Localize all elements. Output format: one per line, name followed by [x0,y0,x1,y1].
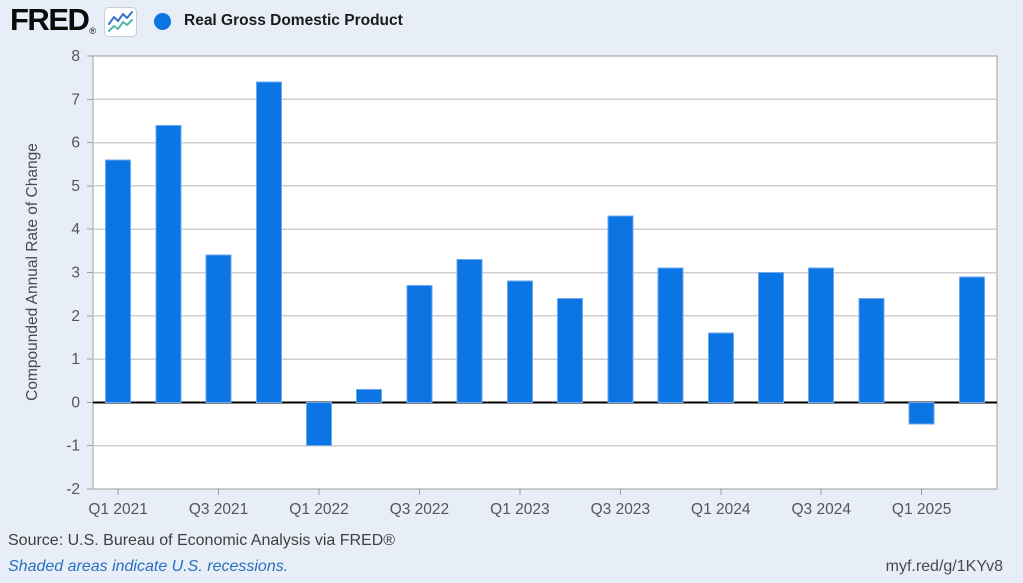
bar-q1-2023[interactable] [506,280,533,403]
y-axis-title: Compounded Annual Rate of Change [24,143,41,401]
bar-q3-2022[interactable] [406,284,433,403]
bar-q3-2023[interactable] [607,215,634,403]
bar-q4-2021[interactable] [255,81,282,403]
fred-sparkline-icon [104,7,137,42]
y-tick-label-2: 2 [71,308,80,325]
y-tick-label-1: 1 [71,351,80,368]
bar-q1-2025[interactable] [908,401,935,425]
bar-q4-2023[interactable] [657,267,684,403]
chart-legend: Real Gross Domestic Product [154,12,403,30]
x-tick-label-4: Q1 2022 [289,501,348,518]
bar-q2-2025[interactable] [958,276,985,403]
bar-q2-2024[interactable] [758,272,784,403]
bar-q2-2023[interactable] [557,297,584,403]
bar-q1-2024[interactable] [707,332,734,403]
y-tick-label-4: 4 [71,221,80,238]
x-tick-label-14: Q3 2024 [791,501,851,518]
series-dot-icon [154,12,171,30]
y-tick-label--2: -2 [66,481,80,498]
y-tick-label--1: -1 [66,438,80,455]
y-tick-label-6: 6 [71,135,80,152]
x-tick-label-0: Q1 2021 [88,501,147,518]
series-legend-label[interactable]: Real Gross Domestic Product [184,12,403,29]
bar-q3-2021[interactable] [205,254,232,403]
y-tick-label-3: 3 [71,265,80,282]
x-tick-label-2: Q3 2021 [189,501,248,518]
bar-q2-2022[interactable] [356,388,383,403]
x-tick-label-10: Q3 2023 [591,501,650,518]
bar-q1-2021[interactable] [105,159,132,403]
registered-mark: ® [89,26,97,36]
bar-q1-2022[interactable] [306,401,332,447]
y-tick-label-0: 0 [71,394,80,411]
short-url[interactable]: myf.red/g/1KYv8 [885,558,1003,575]
x-tick-label-16: Q1 2025 [892,501,951,518]
x-tick-label-6: Q3 2022 [390,501,449,518]
recessions-note-link[interactable]: Shaded areas indicate U.S. recessions. [8,558,289,575]
bar-q4-2024[interactable] [858,297,885,403]
x-tick-label-12: Q1 2024 [691,501,751,518]
bar-q2-2021[interactable] [155,124,182,403]
y-tick-label-5: 5 [71,178,80,195]
bar-q4-2022[interactable] [456,259,483,403]
bar-q3-2024[interactable] [808,267,835,403]
fred-logo-text: FRED [10,2,90,37]
x-tick-label-8: Q1 2023 [490,501,549,518]
fred-logo[interactable]: FRED® [10,2,97,45]
y-tick-label-7: 7 [71,91,80,108]
source-text: Source: U.S. Bureau of Economic Analysis… [8,532,396,549]
y-tick-label-8: 8 [71,48,80,65]
